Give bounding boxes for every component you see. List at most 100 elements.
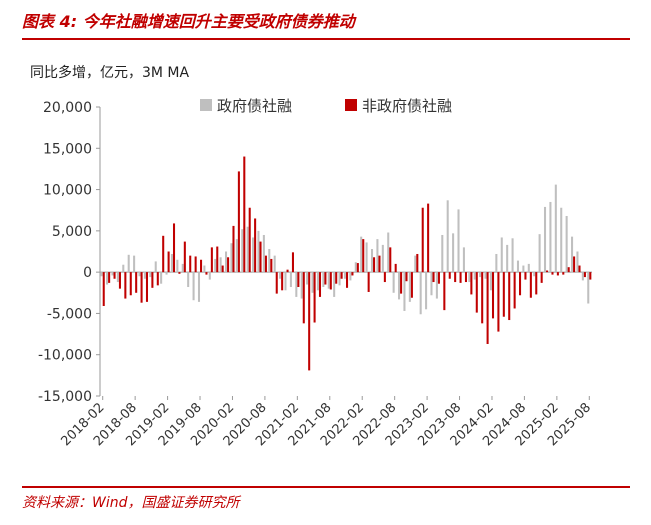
bar-gov <box>414 255 417 273</box>
bar-gov <box>203 265 206 273</box>
bar-nongov <box>335 272 338 284</box>
bar-nongov <box>373 257 376 273</box>
bar-gov <box>306 272 309 285</box>
bar-gov <box>165 272 168 275</box>
bar-gov <box>554 184 557 273</box>
bar-gov <box>576 251 579 273</box>
bar-nongov <box>308 272 311 371</box>
bar-nongov <box>210 247 213 273</box>
bar-nongov <box>232 225 235 273</box>
y-tick-label: -15,000 <box>38 389 92 405</box>
bar-nongov <box>346 272 349 288</box>
bar-gov <box>365 242 368 273</box>
bar-gov <box>516 260 520 273</box>
bar-gov <box>219 257 222 273</box>
bar-nongov <box>189 255 192 273</box>
bar-gov <box>511 238 514 273</box>
bar-gov <box>208 272 211 280</box>
bar-gov <box>246 226 249 273</box>
bar-gov <box>489 272 492 291</box>
bar-gov <box>343 272 346 279</box>
bar-nongov <box>540 272 543 283</box>
legend-swatch <box>200 99 212 111</box>
bar-nongov <box>162 235 165 273</box>
bar-nongov <box>583 272 586 278</box>
bar-gov <box>435 272 438 299</box>
bar-nongov <box>221 265 224 273</box>
bar-gov <box>538 234 541 273</box>
bar-nongov <box>589 272 592 280</box>
bar-nongov <box>454 272 457 283</box>
bar-gov <box>349 272 352 281</box>
bar-gov <box>170 253 173 273</box>
bar-gov <box>111 272 114 276</box>
bar-gov <box>316 272 319 291</box>
bar-gov <box>527 263 530 273</box>
bar-nongov <box>481 272 484 324</box>
bar-gov <box>473 272 476 280</box>
bar-gov <box>154 261 157 273</box>
bar-nongov <box>551 272 554 275</box>
bar-nongov <box>470 272 473 295</box>
y-tick-label: 0 <box>83 265 92 281</box>
bar-nongov <box>313 272 316 323</box>
bar-gov <box>279 272 282 279</box>
bar-nongov <box>383 272 386 283</box>
bar-nongov <box>448 272 451 279</box>
bar-gov <box>452 233 455 273</box>
bars <box>100 156 592 371</box>
bar-gov <box>338 272 341 286</box>
bar-nongov <box>519 272 522 296</box>
bar-gov <box>322 272 325 288</box>
bar-nongov <box>486 272 489 344</box>
bar-gov <box>408 272 411 302</box>
bar-nongov <box>281 272 284 291</box>
bar-nongov <box>427 203 430 273</box>
bar-gov <box>289 272 292 288</box>
bar-nongov <box>421 207 424 273</box>
bar-gov <box>230 243 233 273</box>
bar-gov <box>176 259 179 273</box>
bar-nongov <box>275 272 278 294</box>
bar-nongov <box>145 272 149 302</box>
bar-nongov <box>248 207 251 273</box>
bar-gov <box>533 272 536 277</box>
bar-gov <box>495 253 498 273</box>
y-tick-label: 15,000 <box>43 141 92 157</box>
bar-nongov <box>302 272 305 324</box>
bar-nongov <box>200 259 203 273</box>
bar-nongov <box>216 246 219 273</box>
bar-gov <box>581 272 584 281</box>
bar-gov <box>327 272 330 289</box>
bar-nongov <box>567 267 570 273</box>
bar-nongov <box>389 247 392 273</box>
bar-gov <box>543 206 547 273</box>
bar-nongov <box>405 272 408 282</box>
bar-nongov <box>464 272 467 283</box>
bar-gov <box>116 272 119 283</box>
bar-gov <box>192 272 195 301</box>
bar-nongov <box>378 255 381 273</box>
bar-nongov <box>318 272 322 297</box>
y-tick-label: -10,000 <box>38 348 92 364</box>
bar-nongov <box>156 272 159 286</box>
bar-nongov <box>264 255 267 273</box>
bar-gov <box>268 249 271 273</box>
bar-gov <box>160 272 163 284</box>
y-tick-label: 10,000 <box>43 183 92 199</box>
source-rule <box>22 486 630 488</box>
bar-gov <box>100 272 103 277</box>
bar-nongov <box>578 265 581 273</box>
legend-swatch <box>345 99 357 111</box>
bar-gov <box>197 272 201 302</box>
legend: 政府债社融 非政府债社融 <box>200 97 452 115</box>
bar-gov <box>214 258 217 273</box>
bar-gov <box>430 272 433 296</box>
figure-caption: 今年社融增速回升主要受政府债券推动 <box>82 12 355 31</box>
bar-gov <box>403 272 406 311</box>
bar-nongov <box>324 272 327 285</box>
bar-nongov <box>340 272 343 279</box>
bar-gov <box>387 232 390 273</box>
bar-gov <box>398 272 401 300</box>
